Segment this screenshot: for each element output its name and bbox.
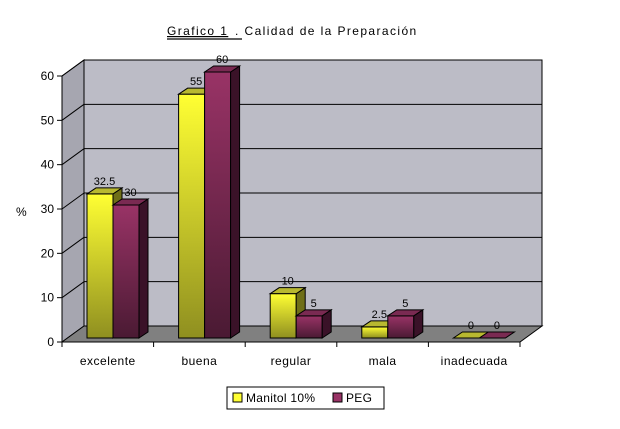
- legend-swatch-manitol: [232, 392, 243, 403]
- gridline-side: [61, 192, 85, 210]
- data-label: 5: [311, 298, 317, 310]
- x-tick-label: regular: [271, 354, 312, 368]
- y-tick-label: 20: [41, 246, 55, 260]
- data-label: 5: [402, 298, 408, 310]
- bar-peg-excelente: [111, 198, 150, 339]
- y-tick-label: 0: [47, 335, 54, 349]
- gridline-side: [61, 148, 85, 166]
- bar-top: [268, 287, 307, 295]
- legend-swatch-peg: [332, 392, 343, 403]
- data-label: 10: [282, 276, 294, 288]
- bar-front: [204, 71, 232, 339]
- x-tick-label: buena: [181, 354, 217, 368]
- bar-front: [178, 93, 206, 339]
- bar-top: [85, 187, 124, 195]
- chart-title: Grafico 1 . Calidad de la Preparación: [167, 24, 418, 38]
- data-label: 30: [124, 187, 136, 199]
- bar-top: [111, 198, 150, 206]
- bar-front: [112, 204, 140, 339]
- y-axis: 0 10 20 30 40 50 60: [41, 69, 63, 349]
- bar-manitol-excelente: [85, 186, 124, 339]
- y-tick-label: 10: [41, 291, 55, 305]
- bar-top: [294, 309, 333, 317]
- y-tick-label: 30: [41, 202, 55, 216]
- data-label: 32.5: [94, 176, 115, 188]
- legend: Manitol 10% PEG: [226, 386, 385, 410]
- bar-front: [361, 326, 389, 339]
- y-tick-label: 40: [41, 158, 55, 172]
- bars: [85, 65, 517, 339]
- x-axis: excelente buena regular mala inadecuada: [61, 341, 521, 368]
- gridlines: [61, 59, 542, 299]
- bar-peg-mala: [386, 308, 425, 339]
- bar-front: [86, 193, 114, 339]
- y-tick-label: 60: [41, 69, 55, 83]
- bar-side: [138, 198, 149, 339]
- bar-top: [386, 309, 425, 317]
- data-label: 60: [216, 54, 228, 66]
- bar-peg-regular: [294, 308, 333, 339]
- legend-box: [226, 386, 385, 410]
- y-tick-label: 50: [41, 113, 55, 127]
- gridline-side: [61, 59, 85, 77]
- data-label: 0: [468, 320, 474, 332]
- x-tick-label: mala: [369, 354, 397, 368]
- x-tick-label: excelente: [80, 354, 136, 368]
- bar-front: [387, 315, 415, 339]
- y-axis-label: %: [16, 205, 27, 219]
- legend-label-manitol: Manitol 10%: [246, 391, 315, 405]
- data-labels: 32.5 30 55 60 10 5 2.5 5 0 0: [94, 54, 500, 332]
- x-tick-label: inadecuada: [441, 354, 508, 368]
- data-label: 55: [190, 76, 202, 88]
- bar-front: [295, 315, 323, 339]
- bar-side: [230, 65, 241, 339]
- chart-title-prefix: Grafico 1: [167, 24, 228, 38]
- legend-label-peg: PEG: [346, 391, 372, 405]
- gridline-side: [61, 103, 85, 121]
- bar-peg-inadecuada: [477, 331, 517, 339]
- bar-front: [269, 293, 297, 339]
- gridline-side: [61, 236, 85, 254]
- data-label: 0: [494, 320, 500, 332]
- gridline-side: [61, 281, 85, 299]
- data-label: 2.5: [372, 309, 387, 321]
- chart-title-rest: . Calidad de la Preparación: [235, 24, 418, 38]
- bar-top: [202, 65, 242, 73]
- bar-top: [477, 331, 517, 339]
- bar-peg-buena: [202, 65, 242, 339]
